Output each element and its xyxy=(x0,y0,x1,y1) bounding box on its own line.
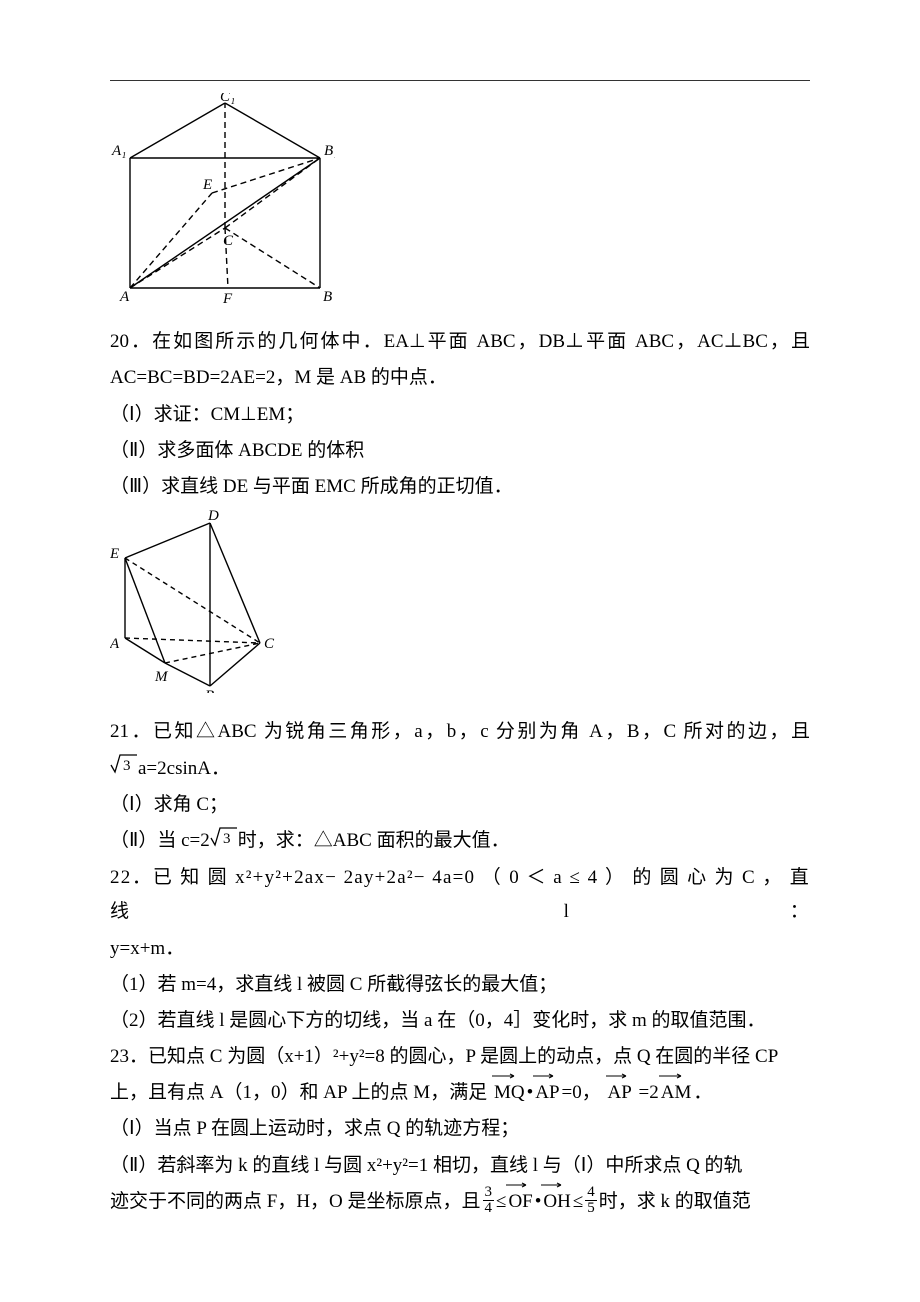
q21-eq: 3 a=2csinA． xyxy=(110,752,810,787)
svg-text:3: 3 xyxy=(123,758,131,774)
frac1-d: 4 xyxy=(483,1201,495,1216)
q20-number: 20． xyxy=(110,331,152,352)
q22-part2: （2）若直线 l 是圆心下方的切线，当 a 在（0，4］变化时，求 m 的取值范… xyxy=(110,1004,810,1038)
q22-line1: 22．已 知 圆 x²+y²+2ax− 2ay+2a²− 4a=0 （ 0 ＜ … xyxy=(110,861,810,929)
q23-part1: （Ⅰ）当点 P 在圆上运动时，求点 Q 的轨迹方程； xyxy=(110,1112,810,1146)
frac2-d: 5 xyxy=(585,1201,597,1216)
vec-ap2-text: AP xyxy=(608,1082,632,1103)
le1: ≤ xyxy=(496,1191,506,1212)
q20-line2: AC=BC=BD=2AE=2，M 是 AB 的中点． xyxy=(110,361,810,395)
vec-oh: OH xyxy=(541,1185,572,1219)
q21-p2-suffix: 时，求：△ABC 面积的最大值． xyxy=(238,830,510,851)
vec-ap1-text: AP xyxy=(535,1082,559,1103)
label-A: A xyxy=(119,289,130,303)
q23-part2a: （Ⅱ）若斜率为 k 的直线 l 与圆 x²+y²=1 相切，直线 l 与（Ⅰ）中… xyxy=(110,1149,810,1183)
q20-part1: （Ⅰ）求证：CM⊥EM； xyxy=(110,398,810,432)
q20-part3: （Ⅲ）求直线 DE 与平面 EMC 所成角的正切值． xyxy=(110,470,810,504)
q23-part2b: 迹交于不同的两点 F，H，O 是坐标原点，且34≤OF•OH≤45时，求 k 的… xyxy=(110,1185,810,1219)
f2-E: E xyxy=(110,546,119,562)
q22-number: 22． xyxy=(110,867,153,888)
q23-text2-prefix: 上，且有点 A（1，0）和 AP 上的点 M，满足 xyxy=(110,1082,487,1103)
f2-B: B xyxy=(205,688,214,693)
frac-3-4: 34 xyxy=(481,1185,497,1216)
period: ． xyxy=(693,1082,712,1103)
figure-prism: A F B A₁ B₁ C₁ C E xyxy=(110,93,810,315)
f2-A: A xyxy=(110,636,120,652)
label-A1: A₁ xyxy=(111,143,126,159)
q21-p2-prefix: （Ⅱ）当 c=2 xyxy=(110,830,210,851)
vec-oh-text: OH xyxy=(543,1191,570,1212)
q23-text1: 已知点 C 为圆（x+1）²+y²=8 的圆心，P 是圆上的动点，点 Q 在圆的… xyxy=(148,1046,778,1067)
vec-am-text: AM xyxy=(661,1082,692,1103)
label-B: B xyxy=(323,289,332,303)
q23-p2b-suffix: 时，求 k 的取值范 xyxy=(599,1191,751,1212)
q21-part2: （Ⅱ）当 c=2 3 时，求：△ABC 面积的最大值． xyxy=(110,824,810,859)
q21-part1: （Ⅰ）求角 C； xyxy=(110,788,810,822)
q21-eq-rest: a=2csinA． xyxy=(138,758,230,779)
frac1-n: 3 xyxy=(483,1185,495,1201)
eq2mid: =2 xyxy=(634,1082,659,1103)
q23-line1: 23．已知点 C 为圆（x+1）²+y²=8 的圆心，P 是圆上的动点，点 Q … xyxy=(110,1040,810,1074)
label-B1: B₁ xyxy=(324,143,335,159)
top-rule xyxy=(110,80,810,81)
prism-svg: A F B A₁ B₁ C₁ C E xyxy=(110,93,335,303)
q22-text1: 已 知 圆 x²+y²+2ax− 2ay+2a²− 4a=0 （ 0 ＜ a ≤… xyxy=(110,867,810,922)
dot2: • xyxy=(535,1191,542,1212)
q21-number: 21． xyxy=(110,721,153,742)
vec-of-text: OF xyxy=(508,1191,532,1212)
label-C1: C₁ xyxy=(220,93,235,105)
le2: ≤ xyxy=(573,1191,583,1212)
q21-line1: 21．已知△ABC 为锐角三角形，a，b，c 分别为角 A，B，C 所对的边，且 xyxy=(110,715,810,749)
eq0: =0， xyxy=(562,1082,601,1103)
f2-C: C xyxy=(264,636,275,652)
q22-part1: （1）若 m=4，求直线 l 被圆 C 所截得弦长的最大值； xyxy=(110,968,810,1002)
q22-line2: y=x+m． xyxy=(110,932,810,966)
figure-abcde: A M B C D E xyxy=(110,508,810,705)
f2-D: D xyxy=(207,508,219,524)
frac-4-5: 45 xyxy=(583,1185,599,1216)
dot1: • xyxy=(527,1082,534,1103)
q23-number: 23． xyxy=(110,1046,148,1067)
q21-text1: 已知△ABC 为锐角三角形，a，b，c 分别为角 A，B，C 所对的边，且 xyxy=(153,721,810,742)
vec-ap1: AP xyxy=(533,1076,561,1110)
label-F: F xyxy=(222,291,233,303)
q20-text1: 在如图所示的几何体中．EA⊥平面 ABC，DB⊥平面 ABC，AC⊥BC，且 xyxy=(152,331,810,352)
label-C: C xyxy=(223,233,234,249)
sqrt-icon-2: 3 xyxy=(210,825,238,859)
vec-of: OF xyxy=(506,1185,534,1219)
f2-M: M xyxy=(154,669,169,685)
q20-line1: 20．在如图所示的几何体中．EA⊥平面 ABC，DB⊥平面 ABC，AC⊥BC，… xyxy=(110,325,810,359)
sqrt-icon: 3 xyxy=(110,752,138,786)
abcde-svg: A M B C D E xyxy=(110,508,280,693)
vec-ap2: AP xyxy=(606,1076,634,1110)
frac2-n: 4 xyxy=(585,1185,597,1201)
label-E: E xyxy=(202,177,212,193)
q23-line2: 上，且有点 A（1，0）和 AP 上的点 M，满足 MQ•AP=0， AP =2… xyxy=(110,1076,810,1110)
vec-am: AM xyxy=(659,1076,694,1110)
vec-mq: MQ xyxy=(492,1076,527,1110)
svg-text:3: 3 xyxy=(223,831,231,847)
q20-part2: （Ⅱ）求多面体 ABCDE 的体积 xyxy=(110,434,810,468)
q23-p2b-prefix: 迹交于不同的两点 F，H，O 是坐标原点，且 xyxy=(110,1191,481,1212)
vec-mq-text: MQ xyxy=(494,1082,525,1103)
exam-page: A F B A₁ B₁ C₁ C E 20．在如图所示的几何体中．EA⊥平面 A… xyxy=(0,0,920,1302)
